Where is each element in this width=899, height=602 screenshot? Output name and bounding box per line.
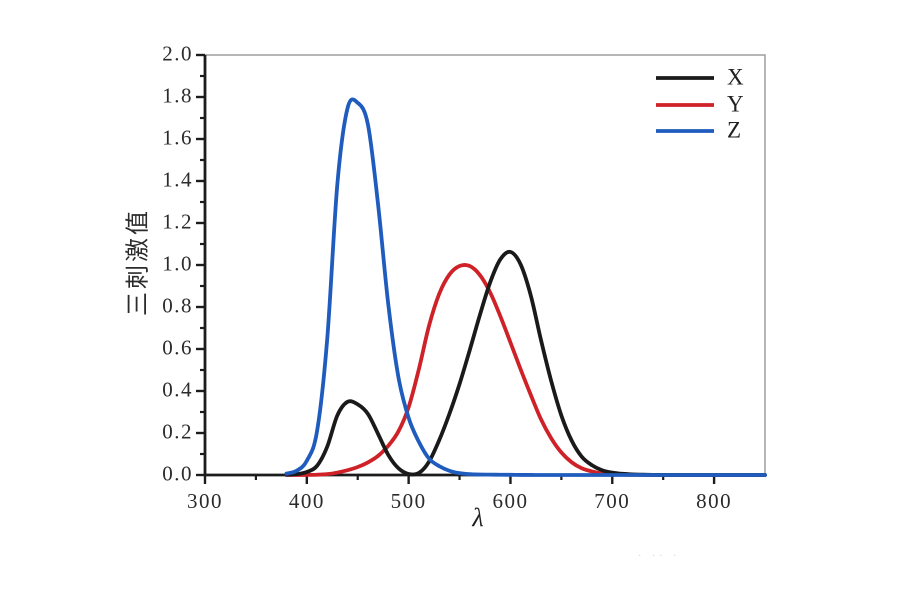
axes-spines [203,55,765,477]
y-tick-label: 0.4 [162,377,193,402]
legend-label-z: Z [727,117,742,143]
y-tick-label: 0.0 [162,461,193,486]
x-tick-label: 700 [594,489,631,513]
y-tick-label: 0.2 [162,419,193,444]
x-tick-label: 600 [492,489,529,513]
y-tick-label: 1.2 [162,209,193,234]
x-tick-label: 500 [390,489,427,513]
x-tick-label: 300 [187,489,223,513]
y-axis-label: 三刺激值 [125,208,152,316]
x-tick-label: 800 [696,489,733,513]
y-tick-label: 2.0 [162,41,193,66]
series-y-curve [284,263,767,477]
series-z-curve [284,97,767,477]
x-axis-label: λ [472,503,484,532]
legend-label-y: Y [727,91,744,117]
plot-frame [205,54,766,475]
watermark: · ·· · [638,551,681,562]
y-tick-label: 1.6 [162,125,193,150]
x-tick-label: 400 [288,489,325,513]
y-tick-label: 1.4 [162,167,193,192]
y-tick-label: 0.6 [162,335,193,360]
y-tick-label: 0.8 [162,293,193,318]
legend-label-x: X [727,64,744,90]
y-tick-label: 1.0 [162,251,193,276]
series-x-curve [284,249,767,477]
y-tick-label: 1.8 [162,83,193,108]
